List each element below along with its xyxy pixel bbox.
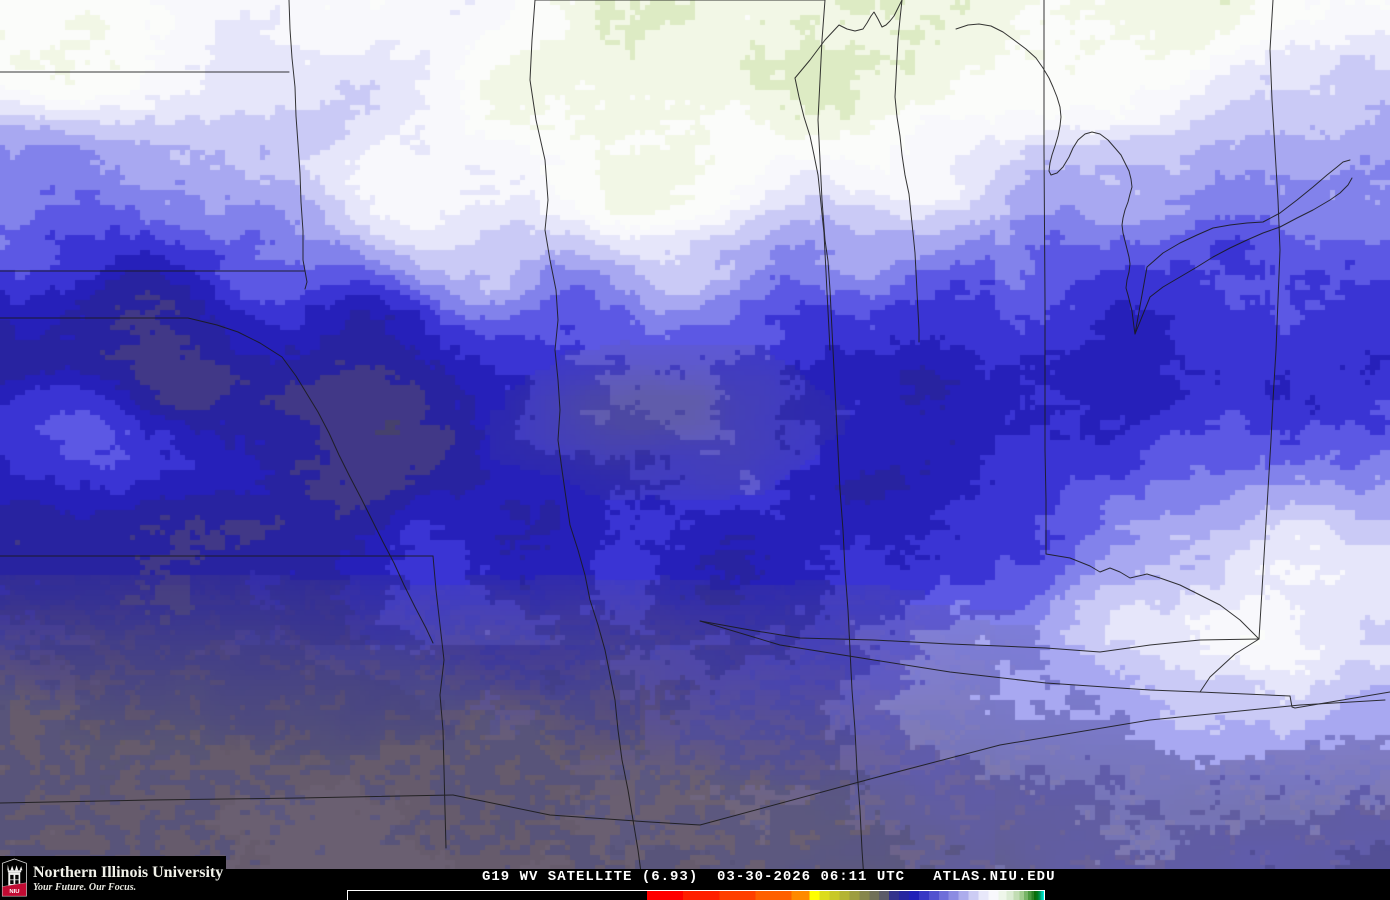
svg-text:NIU: NIU (9, 889, 19, 895)
